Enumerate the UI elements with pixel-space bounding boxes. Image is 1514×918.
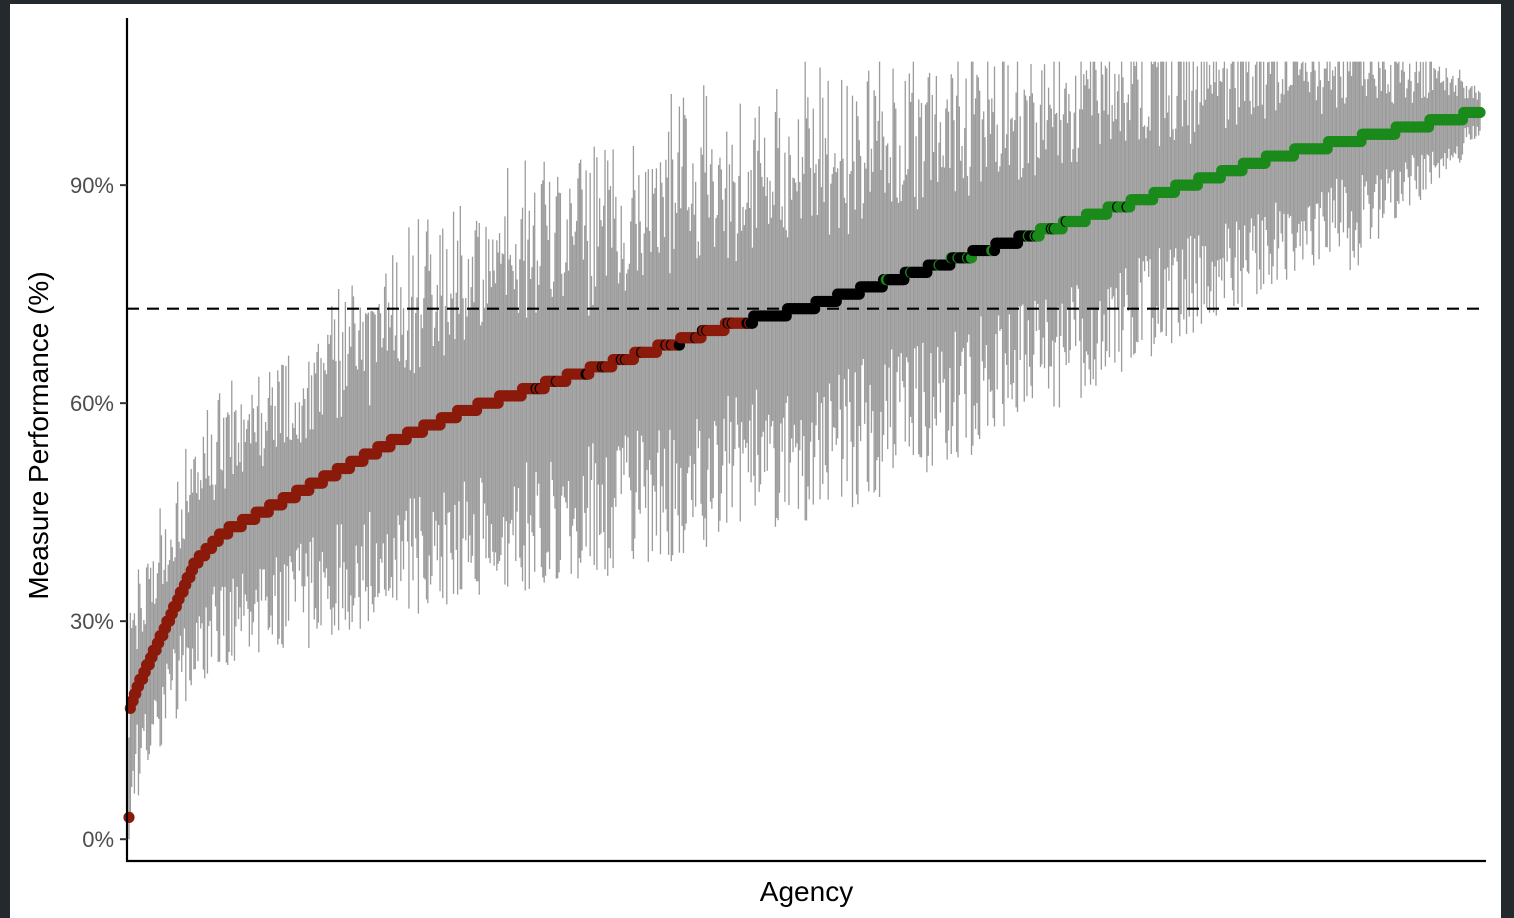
error-bars xyxy=(128,61,1481,840)
chart-svg: 0% 30% 60% 90% Agency Measure Performance (… xyxy=(23,18,1486,907)
data-point xyxy=(1474,106,1486,119)
x-axis-title: Agency xyxy=(760,876,853,907)
y-tick-label: 60% xyxy=(70,391,114,416)
data-point xyxy=(123,811,135,823)
chart-frame: 0% 30% 60% 90% Agency Measure Performance (… xyxy=(10,4,1501,918)
y-tick-label: 90% xyxy=(70,173,114,198)
y-axis-title: Measure Performance (%) xyxy=(23,271,54,599)
y-axis: 0% 30% 60% 90% xyxy=(70,18,129,861)
y-tick-label: 0% xyxy=(82,827,114,852)
data-points xyxy=(123,106,1486,823)
y-tick-label: 30% xyxy=(70,609,114,634)
